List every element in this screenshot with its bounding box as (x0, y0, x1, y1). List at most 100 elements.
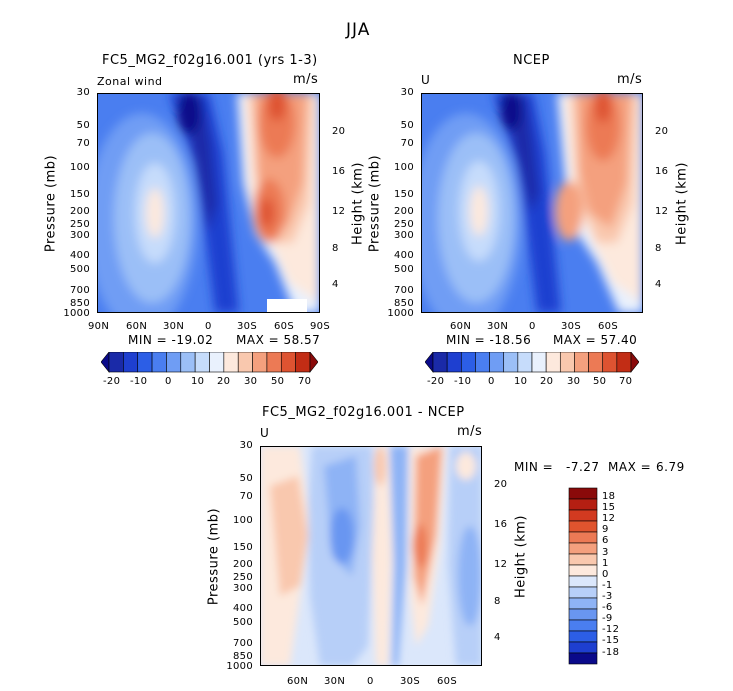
panel1-ylabel-right: Height (km) (350, 162, 366, 245)
panel2-ytick: 200 (394, 206, 414, 217)
panel2-ytick-right: 16 (655, 166, 669, 177)
panel1-title: FC5_MG2_f02g16.001 (yrs 1-3) (102, 53, 318, 68)
panel3-ytick: 100 (233, 515, 253, 526)
colorbar-swatch (180, 352, 196, 373)
colorbar-swatch (309, 352, 318, 373)
colorbar-swatch (460, 352, 476, 373)
colorbar-swatch (108, 352, 124, 373)
colorbar-label: 1 (602, 558, 609, 569)
colorbar-swatch (166, 352, 182, 373)
panel3-ytick: 300 (233, 583, 253, 594)
panel1-ytick: 70 (76, 138, 90, 149)
panel2-ytick: 150 (394, 189, 414, 200)
colorbar-label: 9 (602, 524, 609, 535)
colorbar-label: 10 (191, 376, 205, 387)
colorbar-swatch (568, 597, 598, 610)
colorbar-swatch (568, 542, 598, 555)
panel2-ytick: 70 (400, 138, 414, 149)
colorbar-swatch (559, 352, 575, 373)
panel1-subtitle: Zonal wind (97, 75, 163, 88)
colorbar-swatch (568, 608, 598, 621)
panel2-xtick: 0 (529, 321, 536, 332)
panel3-max-label: MAX = (608, 460, 652, 474)
colorbar-label: 3 (602, 547, 609, 558)
colorbar-label: 50 (593, 376, 607, 387)
panel3-ytick: 1000 (226, 661, 253, 672)
panel1-xtick: 30S (237, 321, 257, 332)
colorbar-swatch (568, 619, 598, 632)
panel3-xtick: 0 (367, 676, 374, 687)
panel3-ytick: 200 (233, 559, 253, 570)
colorbar-swatch (568, 487, 598, 500)
panel1-ytick: 400 (70, 250, 90, 261)
panel3-title: FC5_MG2_f02g16.001 - NCEP (262, 405, 465, 420)
colorbar-swatch (475, 352, 490, 373)
panel1-units: m/s (293, 72, 319, 87)
panel1-xtick: 30N (163, 321, 185, 332)
colorbar-label: 0 (165, 376, 172, 387)
colorbar-label: 50 (271, 376, 285, 387)
panel2-ytick-right: 4 (655, 279, 662, 290)
colorbar-diff (568, 487, 598, 665)
panel2-subtitle: U (421, 73, 431, 87)
colorbar-swatch (568, 509, 598, 522)
colorbar-swatch (568, 630, 598, 643)
colorbar-label: -20 (103, 376, 121, 387)
colorbar-swatch (531, 352, 547, 373)
panel3-ytick: 70 (239, 491, 253, 502)
colorbar-swatch (630, 352, 639, 373)
panel3-subtitle: U (260, 426, 270, 440)
colorbar-swatch (568, 553, 598, 566)
colorbar-label: 70 (298, 376, 312, 387)
panel2-ytick: 700 (394, 285, 414, 296)
panel3-ytick: 50 (239, 473, 253, 484)
colorbar-swatch (588, 352, 604, 373)
panel1-ytick: 50 (76, 120, 90, 131)
colorbar-swatch (101, 352, 110, 373)
panel2-ytick-right: 20 (655, 126, 669, 137)
panel1-plot (97, 93, 320, 313)
panel3-xtick: 30S (400, 676, 420, 687)
panel1-ytick-right: 20 (332, 126, 346, 137)
panel3-xtick: 60S (437, 676, 457, 687)
colorbar-label: -20 (427, 376, 445, 387)
colorbar-label: 6 (602, 535, 609, 546)
colorbar-swatch (280, 352, 296, 373)
panel1-xtick: 60S (274, 321, 294, 332)
colorbar-swatch (151, 352, 167, 373)
colorbar-swatch (517, 352, 533, 373)
panel1-xtick: 90S (310, 321, 330, 332)
panel1-ytick-right: 12 (332, 206, 346, 217)
panel1-ytick: 700 (70, 285, 90, 296)
colorbar-swatch (137, 352, 153, 373)
colorbar-swatch (223, 352, 239, 373)
panel2-xtick: 60N (450, 321, 472, 332)
panel2-title: NCEP (513, 53, 550, 68)
colorbar-swatch (446, 352, 462, 373)
panel2-ylabel: Pressure (mb) (367, 154, 383, 253)
panel2-ytick: 500 (394, 264, 414, 275)
panel3-ylabel: Pressure (mb) (206, 507, 222, 606)
panel1-ytick: 30 (76, 87, 90, 98)
panel1-xtick: 0 (205, 321, 212, 332)
colorbar-swatch (616, 352, 632, 373)
main-title: JJA (346, 20, 371, 40)
panel1-ytick: 850 (70, 298, 90, 309)
colorbar-swatch (568, 520, 598, 533)
panel3-ytick: 400 (233, 603, 253, 614)
colorbar-swatch (568, 586, 598, 599)
colorbar-label: 20 (540, 376, 554, 387)
colorbar-label: -10 (130, 376, 148, 387)
panel3-ytick-right: 16 (494, 519, 508, 530)
panel2-ytick: 100 (394, 162, 414, 173)
colorbar-swatch (568, 531, 598, 544)
colorbar-label: 12 (602, 513, 616, 524)
panel1-ytick: 300 (70, 230, 90, 241)
panel2-min: MIN = -18.56 (446, 333, 532, 347)
colorbar-swatch (295, 352, 311, 373)
panel2-ytick-right: 12 (655, 206, 669, 217)
colorbar-swatch (574, 352, 589, 373)
panel2-max: MAX = 57.40 (553, 333, 638, 347)
colorbar-label: 15 (602, 502, 616, 513)
colorbar-swatch (489, 352, 505, 373)
